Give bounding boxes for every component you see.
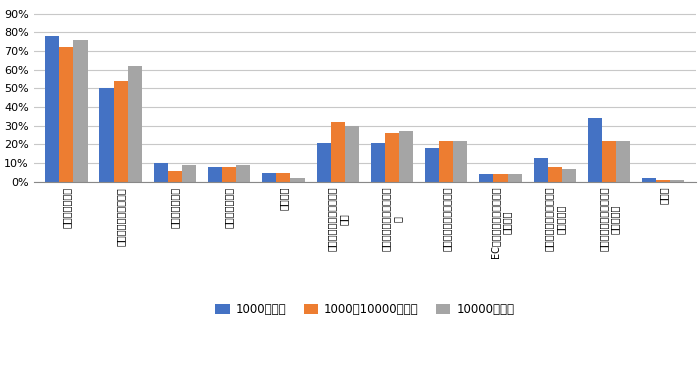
Bar xyxy=(425,148,439,182)
Bar xyxy=(533,158,547,182)
Bar xyxy=(46,36,60,182)
Bar xyxy=(276,172,290,182)
Bar xyxy=(168,171,182,182)
Bar xyxy=(562,169,576,182)
Bar xyxy=(99,88,113,182)
Bar xyxy=(439,141,454,182)
Bar xyxy=(616,141,630,182)
Bar xyxy=(236,165,251,182)
Bar xyxy=(60,47,74,182)
Bar xyxy=(208,167,222,182)
Legend: 1000人未満, 1000～10000人未満, 10000人以上: 1000人未満, 1000～10000人未満, 10000人以上 xyxy=(211,298,519,321)
Bar xyxy=(656,180,671,182)
Bar xyxy=(182,165,196,182)
Bar xyxy=(154,163,168,182)
Bar xyxy=(113,81,127,182)
Bar xyxy=(399,132,413,182)
Bar xyxy=(330,122,344,182)
Bar xyxy=(385,133,399,182)
Bar xyxy=(74,40,88,182)
Bar xyxy=(262,172,276,182)
Bar xyxy=(316,143,330,182)
Bar xyxy=(127,66,142,182)
Bar xyxy=(344,126,359,182)
Bar xyxy=(508,174,522,182)
Bar xyxy=(671,180,685,182)
Bar xyxy=(371,143,385,182)
Bar xyxy=(547,167,562,182)
Bar xyxy=(494,174,508,182)
Bar xyxy=(480,174,494,182)
Bar xyxy=(602,141,616,182)
Bar xyxy=(222,167,236,182)
Bar xyxy=(454,141,468,182)
Bar xyxy=(290,178,304,182)
Bar xyxy=(588,118,602,182)
Bar xyxy=(642,178,656,182)
